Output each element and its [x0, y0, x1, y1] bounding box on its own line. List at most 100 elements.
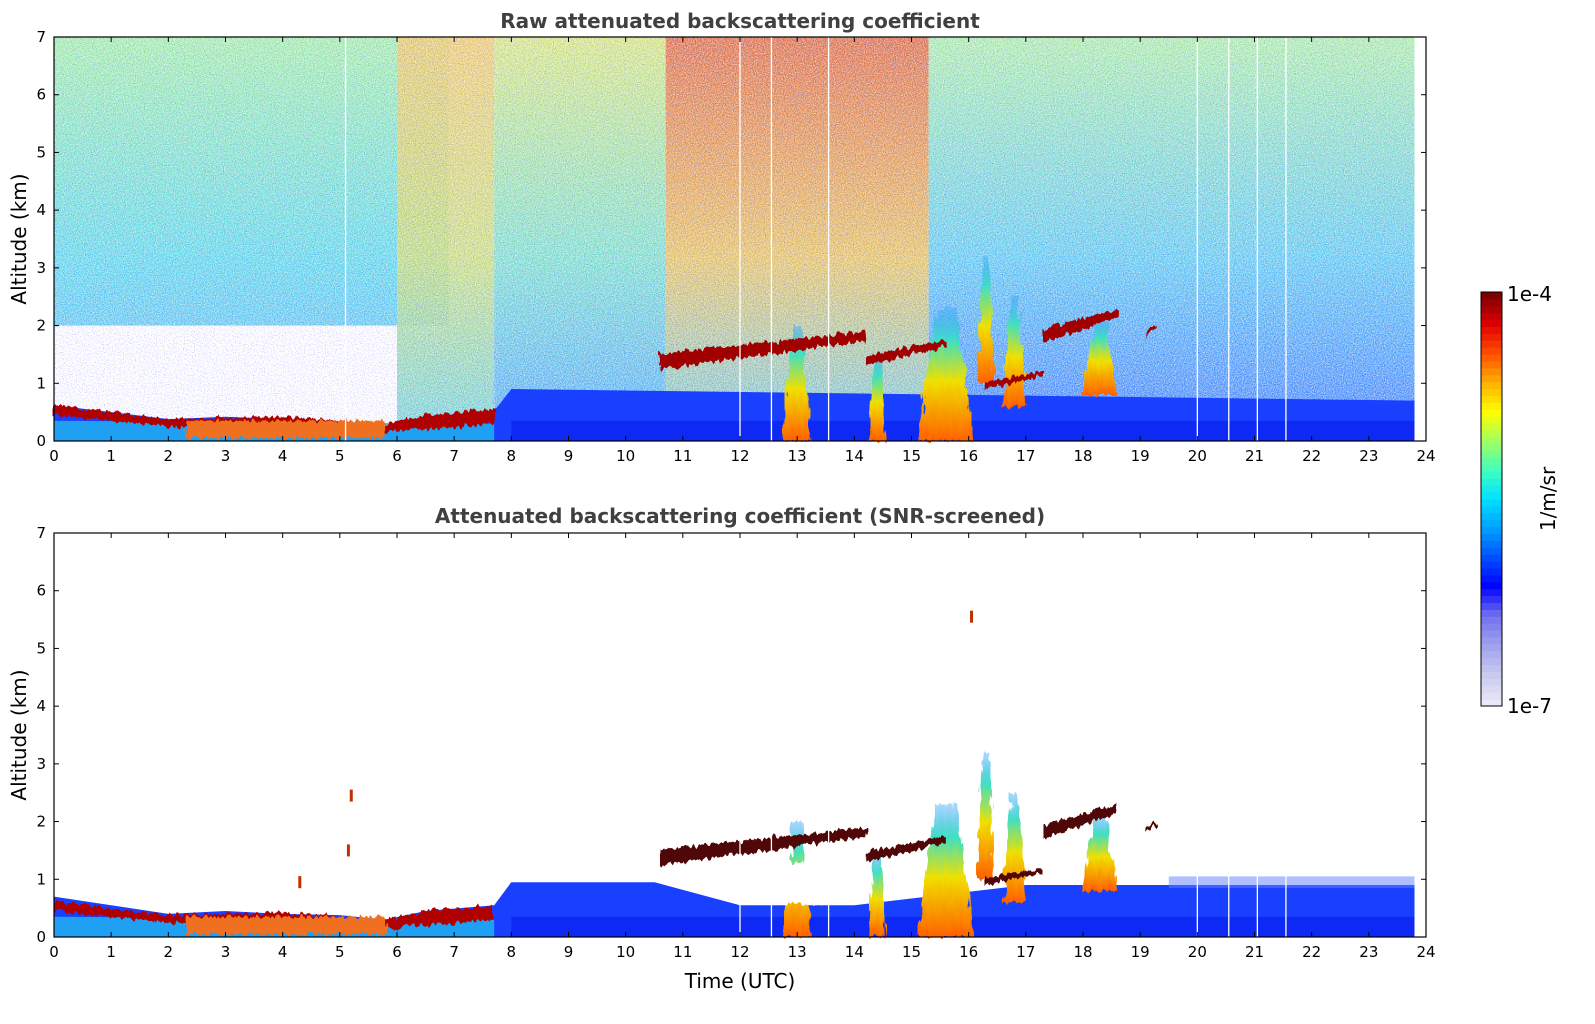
colorbar-step [1481, 678, 1502, 686]
x-tick-label: 11 [673, 943, 692, 961]
x-tick-label: 8 [507, 447, 517, 465]
aerosol-layer [185, 916, 386, 935]
y-tick-label: 0 [36, 432, 46, 450]
colorbar-min-label: 1e-7 [1507, 694, 1552, 718]
y-tick-label: 1 [36, 870, 46, 888]
colorbar-step [1481, 609, 1502, 617]
x-tick-label: 7 [449, 447, 459, 465]
colorbar-step [1481, 388, 1502, 396]
x-axis: 0 1 2 3 4 5 6 7 8 9 10 11 12 13 14 15 16 17 18 19 20 21 22 23 24 [49, 533, 1436, 961]
x-tick-label: 4 [278, 447, 288, 465]
x-tick-label: 4 [278, 943, 288, 961]
y-tick-label: 2 [36, 317, 46, 335]
aerosol-layer-core [865, 836, 946, 862]
x-tick-label: 14 [845, 943, 864, 961]
colorbar-step [1481, 333, 1502, 341]
isolated-feature [970, 610, 974, 623]
x-tick-label: 18 [1073, 943, 1092, 961]
y-tick-label: 5 [36, 143, 46, 161]
colorbar-label: 1/m/sr [1536, 466, 1560, 531]
x-tick-label: 13 [788, 447, 807, 465]
x-tick-label: 6 [392, 943, 402, 961]
y-tick-label: 3 [36, 259, 46, 277]
x-tick-label: 20 [1188, 447, 1207, 465]
colorbar-step [1481, 402, 1502, 410]
colorbar-step [1481, 430, 1502, 438]
plot-area [54, 533, 1426, 937]
colorbar-step [1481, 436, 1502, 445]
x-tick-label: 21 [1245, 447, 1264, 465]
convective-plume [782, 325, 812, 441]
x-axis-label: Time (UTC) [684, 969, 796, 993]
colorbar-step [1481, 519, 1502, 528]
noise-background [54, 37, 1415, 441]
colorbar-step [1481, 374, 1502, 383]
colorbar-step [1481, 547, 1502, 555]
plot-area [54, 37, 1426, 441]
x-tick-label: 13 [788, 943, 807, 961]
x-tick-label: 6 [392, 447, 402, 465]
colorbar-step [1481, 526, 1502, 534]
x-tick-label: 11 [673, 447, 692, 465]
colorbar-step [1481, 554, 1502, 562]
colorbar-step [1481, 671, 1502, 679]
y-tick-label: 6 [36, 582, 46, 600]
colorbar-step [1481, 395, 1502, 403]
colorbar-step [1481, 512, 1502, 521]
x-tick-label: 23 [1359, 447, 1378, 465]
x-tick-label: 12 [730, 447, 749, 465]
colorbar-step [1481, 602, 1502, 610]
x-axis: 0 1 2 3 4 5 6 7 8 9 10 11 12 13 14 15 16 17 18 19 20 21 22 23 24 [49, 37, 1436, 465]
colorbar-step [1481, 450, 1502, 459]
no-data-region [1414, 37, 1426, 441]
convective-plume [868, 850, 886, 937]
colorbar-step [1481, 367, 1502, 376]
colorbar-step [1481, 692, 1502, 700]
colorbar-step [1481, 699, 1502, 707]
x-tick-label: 24 [1416, 943, 1435, 961]
x-tick-label: 23 [1359, 943, 1378, 961]
x-tick-label: 22 [1302, 447, 1321, 465]
colorbar-step [1481, 423, 1502, 431]
isolated-feature [298, 876, 302, 889]
colorbar-step [1481, 443, 1502, 452]
colorbar-step [1481, 499, 1502, 507]
colorbar-step [1481, 650, 1502, 659]
colorbar-step [1481, 623, 1502, 631]
isolated-feature [349, 789, 353, 802]
x-tick-label: 14 [845, 447, 864, 465]
x-tick-label: 20 [1188, 943, 1207, 961]
x-tick-label: 0 [49, 943, 59, 961]
colorbar-step [1481, 457, 1502, 465]
y-axis: 0 1 2 3 4 5 6 7 [36, 524, 1426, 946]
y-tick-label: 7 [36, 28, 46, 46]
x-tick-label: 1 [106, 943, 116, 961]
colorbar-step [1481, 505, 1502, 514]
colorbar-step [1481, 540, 1502, 548]
x-tick-label: 2 [164, 447, 174, 465]
y-tick-label: 0 [36, 928, 46, 946]
y-tick-label: 3 [36, 755, 46, 773]
x-tick-label: 12 [730, 943, 749, 961]
aerosol-layer [659, 331, 866, 369]
x-tick-label: 10 [616, 943, 635, 961]
convective-plume [1083, 319, 1118, 395]
colorbar-max-label: 1e-4 [1507, 282, 1552, 306]
colorbar-step [1481, 637, 1502, 645]
convective-plume [977, 256, 995, 384]
x-tick-label: 0 [49, 447, 59, 465]
isolated-feature [346, 844, 350, 857]
x-tick-label: 10 [616, 447, 635, 465]
x-tick-label: 24 [1416, 447, 1435, 465]
y-tick-label: 2 [36, 813, 46, 831]
colorbar-step [1481, 312, 1502, 321]
x-tick-label: 5 [335, 447, 345, 465]
x-tick-label: 22 [1302, 943, 1321, 961]
convective-plume [917, 308, 975, 441]
aerosol-layer [185, 420, 386, 439]
colorbar-step [1481, 533, 1502, 541]
screened-gap [511, 810, 660, 883]
colorbar-frame [1480, 291, 1503, 707]
colorbar-step [1481, 305, 1502, 314]
